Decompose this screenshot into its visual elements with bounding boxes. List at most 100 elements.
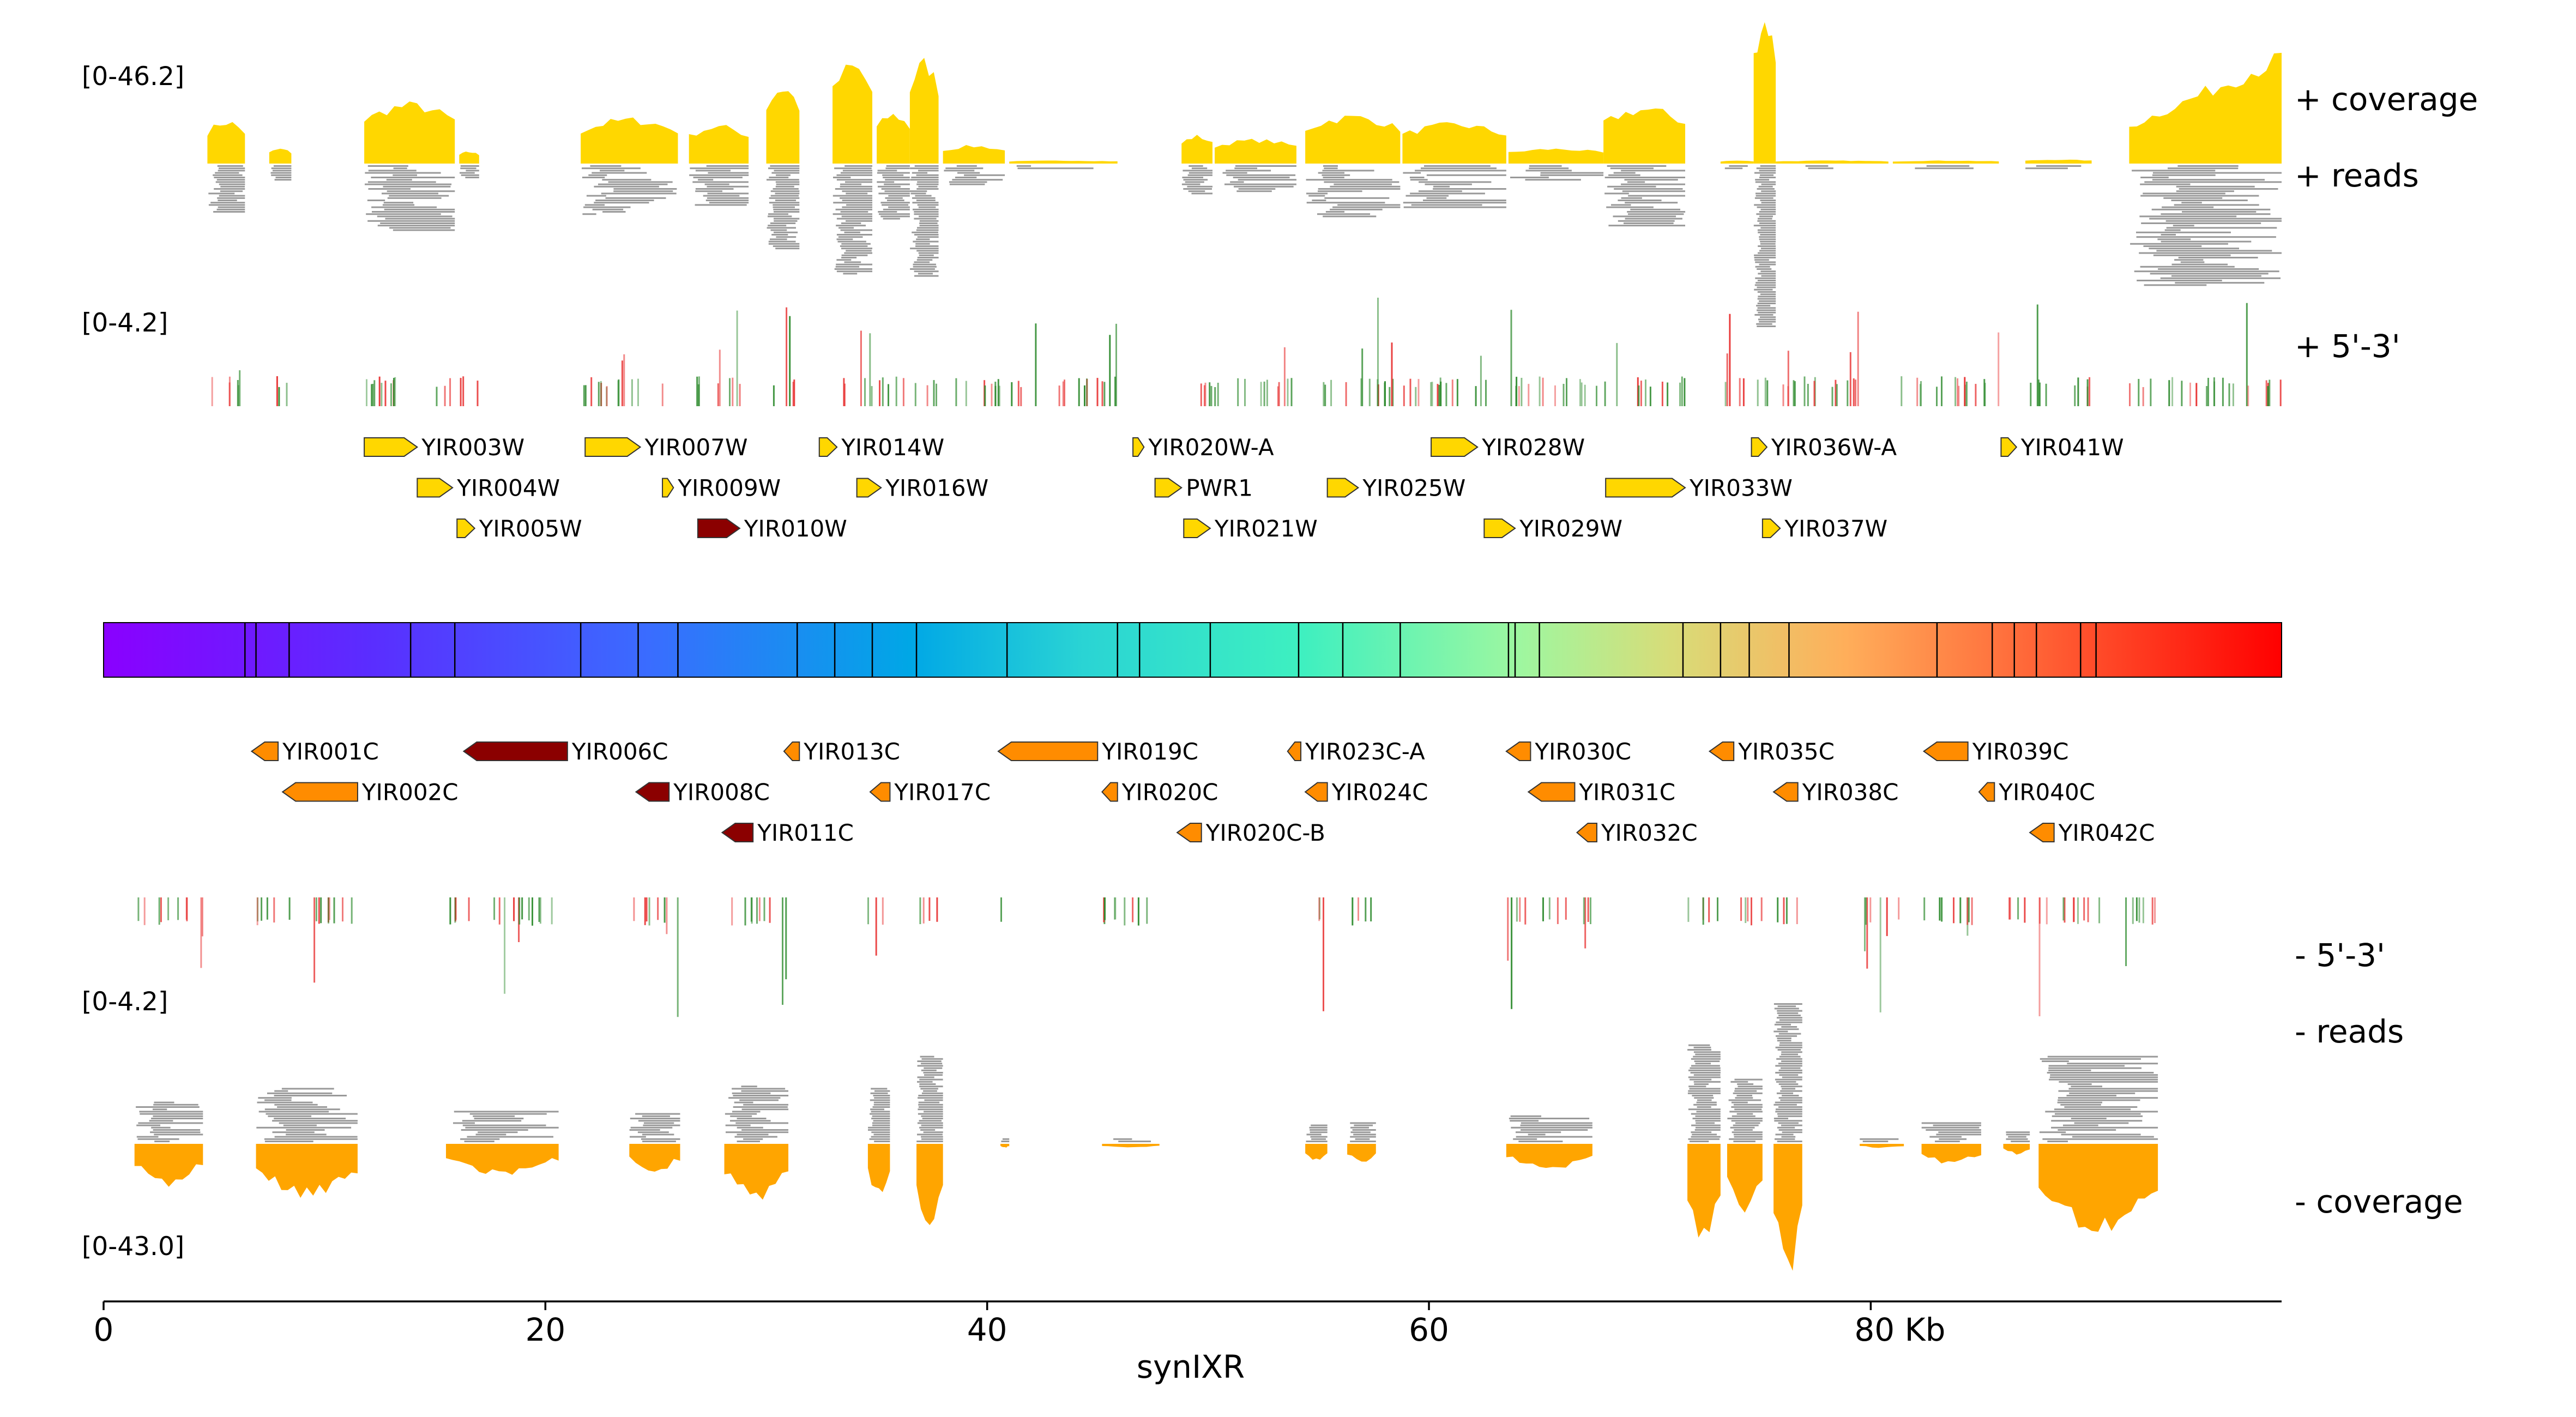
minus-read	[732, 1092, 771, 1094]
plus-read	[775, 181, 800, 183]
plus-read	[371, 177, 455, 178]
plus-read	[219, 167, 245, 170]
minus-read	[871, 1111, 890, 1113]
minus-coverage-peak	[1347, 1144, 1376, 1162]
plus-read	[2149, 248, 2239, 250]
plus-read	[2152, 172, 2282, 174]
plus-read	[387, 190, 455, 192]
plus-read	[1761, 248, 1776, 250]
minus-read	[474, 1118, 524, 1119]
forward-gene-arrow	[1132, 437, 1145, 457]
minus-read	[1695, 1115, 1721, 1117]
minus-read	[1521, 1122, 1592, 1124]
plus-read	[774, 218, 800, 220]
minus-read	[136, 1124, 160, 1126]
plus-read	[613, 188, 677, 190]
plus-read	[1753, 225, 1776, 227]
minus-read	[139, 1111, 203, 1113]
minus-read	[1777, 1141, 1802, 1142]
plus-read	[846, 250, 872, 252]
plus-read	[1540, 174, 1604, 176]
plus-read	[215, 181, 245, 183]
minus-read	[257, 1101, 313, 1104]
plus-read	[707, 185, 749, 188]
minus-read	[1733, 1104, 1763, 1106]
plus-read	[217, 165, 243, 167]
plus-coverage-track-label: + coverage	[2295, 81, 2478, 118]
plus-read	[219, 183, 245, 185]
x-axis-tick-label: 80 Kb	[1854, 1311, 1945, 1348]
forward-gene-label: YIR003W	[421, 434, 524, 461]
minus-read	[1689, 1088, 1721, 1090]
minus-read	[258, 1111, 329, 1113]
forward-gene-arrow	[662, 478, 674, 498]
plus-read	[2176, 185, 2255, 188]
plus-read	[1607, 165, 1667, 167]
plus-read	[270, 172, 292, 174]
plus-read	[1325, 211, 1345, 213]
forward-gene-label: YIR021W	[1214, 515, 1318, 542]
plus-read	[1610, 167, 1654, 170]
minus-read	[873, 1101, 890, 1104]
forward-gene-label: YIR004W	[456, 475, 560, 502]
plus-read	[367, 200, 385, 201]
reverse-gene-arrow	[281, 782, 358, 802]
plus-read	[840, 197, 872, 199]
minus-read	[1306, 1141, 1328, 1142]
minus-read	[2067, 1063, 2158, 1065]
reverse-gene-label: YIR002C	[361, 779, 459, 806]
minus-read	[1350, 1126, 1369, 1129]
plus-read	[2164, 229, 2181, 231]
plus-read	[1757, 268, 1772, 270]
plus-read	[1761, 202, 1776, 204]
plus-read	[1926, 165, 1970, 167]
plus-read	[216, 179, 245, 181]
minus-read	[1694, 1129, 1721, 1131]
plus-read	[592, 208, 624, 210]
plus-read	[602, 179, 651, 181]
plus-read	[367, 220, 455, 222]
forward-gene-arrow	[1326, 478, 1360, 498]
plus-read	[917, 236, 939, 238]
plus-read	[771, 234, 788, 236]
plus-coverage-peak	[1181, 135, 1212, 164]
minus-read	[1775, 1072, 1802, 1074]
minus-read	[1776, 1092, 1794, 1094]
minus-read	[150, 1131, 201, 1133]
plus-read	[1236, 190, 1272, 192]
plus-read	[2181, 202, 2202, 204]
minus-read	[732, 1111, 761, 1113]
minus-read	[921, 1069, 937, 1071]
plus-endseq-track-label: + 5'-3'	[2295, 328, 2400, 365]
plus-read	[365, 183, 452, 185]
plus-read	[1628, 213, 1684, 215]
plus-read	[377, 225, 455, 227]
minus-read	[1518, 1141, 1563, 1142]
plus-read	[582, 213, 596, 215]
minus-read	[2058, 1090, 2158, 1092]
minus-read	[1001, 1141, 1010, 1142]
plus-read	[1758, 311, 1776, 313]
plus-read	[910, 268, 935, 270]
plus-read	[916, 229, 939, 231]
minus-read	[154, 1141, 170, 1142]
minus-read	[873, 1133, 890, 1136]
minus-read	[730, 1120, 771, 1122]
plus-reads-track	[208, 165, 2282, 327]
plus-read	[1424, 165, 1491, 167]
plus-read	[2152, 179, 2265, 181]
plus-read	[1760, 243, 1776, 245]
minus-read	[1734, 1078, 1763, 1081]
plus-read	[2132, 170, 2216, 172]
plus-read	[382, 192, 438, 195]
forward-gene-arrow	[856, 478, 882, 498]
minus-read	[641, 1138, 680, 1140]
minus-read	[919, 1120, 942, 1122]
minus-read	[264, 1108, 340, 1111]
plus-coverage-peak	[943, 145, 1005, 164]
plus-coverage-peak	[364, 101, 455, 164]
minus-read	[923, 1072, 943, 1074]
minus-read	[1781, 1060, 1802, 1062]
plus-read	[2152, 174, 2216, 176]
minus-read	[2069, 1092, 2135, 1094]
